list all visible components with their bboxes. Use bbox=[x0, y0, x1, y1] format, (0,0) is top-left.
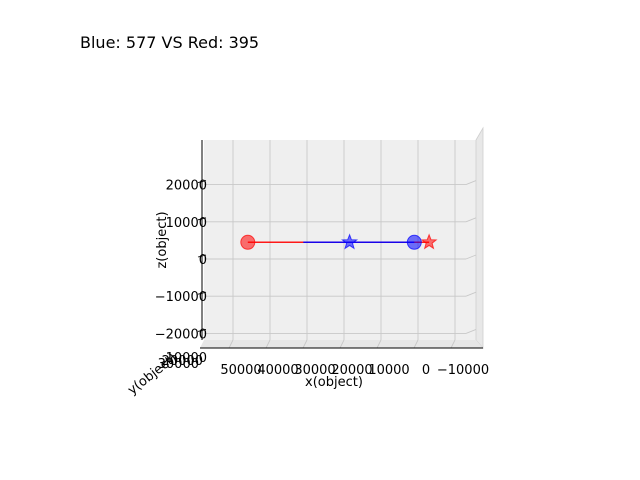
z-gridline-edge bbox=[465, 328, 477, 334]
x-tick-label: 40000 bbox=[257, 363, 298, 378]
z-tick-label: 20000 bbox=[166, 179, 207, 194]
side-pane bbox=[475, 126, 484, 350]
x-tick-label: 20000 bbox=[331, 363, 372, 378]
chart-title: Blue: 577 VS Red: 395 bbox=[80, 33, 260, 52]
series-0-end-star bbox=[420, 233, 438, 250]
x-floor-gridline bbox=[413, 339, 419, 349]
back-pane bbox=[204, 140, 476, 340]
z-gridline-edge bbox=[465, 291, 477, 297]
grid-lines bbox=[204, 140, 477, 349]
x-floor-gridline bbox=[450, 339, 456, 349]
x-floor-gridline bbox=[339, 339, 345, 349]
y-tick-label: 30000 bbox=[158, 357, 199, 372]
series-1-start-circle bbox=[406, 234, 422, 250]
data-marks bbox=[240, 233, 438, 250]
y-tick-label: 10000 bbox=[166, 351, 207, 366]
x-tick-label: 50000 bbox=[220, 363, 261, 378]
series-0-start-circle bbox=[240, 234, 256, 250]
x-tick-label: −10000 bbox=[437, 363, 489, 378]
z-gridline-edge bbox=[465, 254, 477, 260]
z-tick-label: 10000 bbox=[166, 216, 207, 231]
x-floor-gridline bbox=[376, 339, 382, 349]
x-tick-label: 30000 bbox=[294, 363, 335, 378]
z-tick-label: −20000 bbox=[155, 327, 207, 342]
z-gridline-edge bbox=[465, 180, 477, 186]
x-axis-label: x(object) bbox=[305, 375, 363, 390]
axes bbox=[197, 140, 483, 349]
z-axis-label: z(object) bbox=[155, 211, 170, 268]
z-tick-label: −10000 bbox=[155, 290, 207, 305]
y-tick-label: 20000 bbox=[162, 354, 203, 369]
z-gridline-edge bbox=[465, 217, 477, 223]
x-floor-gridline bbox=[228, 339, 234, 349]
x-tick-label: 0 bbox=[422, 363, 430, 378]
x-floor-gridline bbox=[265, 339, 271, 349]
series-1-end-star bbox=[341, 233, 359, 250]
x-floor-gridline bbox=[302, 339, 308, 349]
y-axis-label: y(object) bbox=[125, 351, 180, 398]
x-tick-label: 10000 bbox=[368, 363, 409, 378]
z-tick-label: 0 bbox=[199, 253, 207, 268]
